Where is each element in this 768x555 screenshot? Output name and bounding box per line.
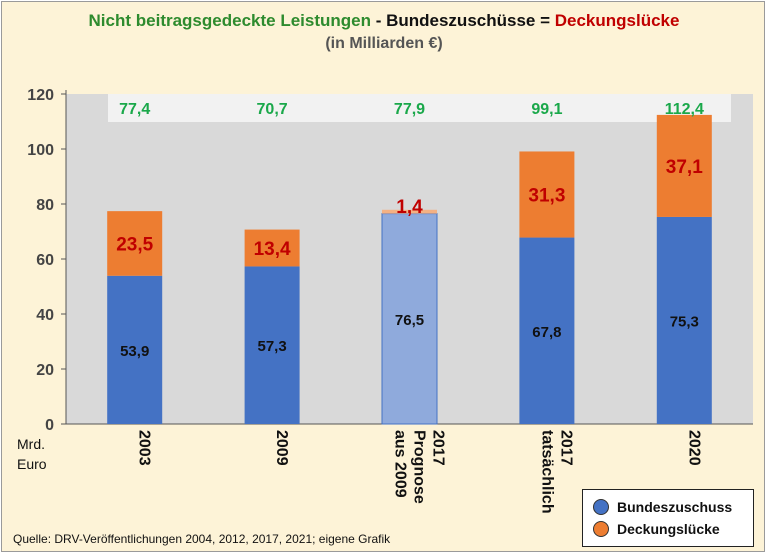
- title-operator-minus: -: [370, 11, 387, 30]
- legend-item-bundeszuschuss: Bundeszuschuss: [593, 499, 732, 515]
- legend-swatch-bundeszuschuss: [593, 499, 609, 515]
- data-label-deckungsluecke: 13,4: [254, 239, 291, 260]
- data-label-bundeszuschuss: 75,3: [670, 313, 699, 330]
- title-part-zuschuesse: Bundeszuschüsse: [386, 11, 536, 30]
- x-tick-label: 2003: [136, 430, 153, 466]
- chart-title: Nicht beitragsgedeckte Leistungen - Bund…: [2, 11, 766, 31]
- legend-label-bundeszuschuss: Bundeszuschuss: [617, 499, 733, 515]
- y-tick-label: 60: [36, 252, 54, 269]
- bar-deckungsluecke: [382, 209, 437, 214]
- x-tick-label-line: 2009: [273, 430, 290, 466]
- bar-bundeszuschuss: [107, 275, 163, 424]
- y-unit-label: Mrd. Euro: [17, 434, 47, 474]
- bar-bundeszuschuss: [656, 216, 712, 424]
- y-tick-label: 20: [36, 362, 54, 379]
- total-label: 112,4: [665, 101, 704, 118]
- x-tick-label: 2020: [685, 430, 702, 466]
- total-label: 99,1: [531, 101, 562, 118]
- legend-swatch-deckungsluecke: [593, 521, 609, 537]
- title-operator-equals: =: [535, 11, 555, 30]
- data-label-deckungsluecke: 31,3: [528, 186, 565, 207]
- y-tick-label: 100: [27, 142, 54, 159]
- x-tick-label-line: Prognose: [411, 430, 428, 504]
- legend-label-deckungsluecke: Deckungslücke: [617, 521, 720, 537]
- x-tick-label-line: 2017: [557, 430, 574, 466]
- x-tick-label-line: 2017: [430, 430, 447, 466]
- chart-subtitle: (in Milliarden €): [325, 35, 443, 52]
- y-tick-label: 120: [27, 87, 54, 104]
- x-tick-label-line: tatsächlich: [538, 430, 555, 514]
- data-label-bundeszuschuss: 76,5: [395, 312, 424, 329]
- x-tick-label-line: 2020: [685, 430, 702, 466]
- bar-deckungsluecke: [244, 229, 300, 267]
- y-unit-line1: Mrd.: [17, 436, 45, 452]
- source-note: Quelle: DRV-Veröffentlichungen 2004, 201…: [13, 532, 391, 546]
- bar-bundeszuschuss: [381, 213, 438, 425]
- y-tick-label: 0: [45, 417, 54, 434]
- data-label-bundeszuschuss: 53,9: [120, 343, 149, 360]
- data-label-deckungsluecke: 1,4: [396, 197, 423, 218]
- title-part-deckungsluecke: Deckungslücke: [554, 11, 680, 30]
- bar-deckungsluecke: [107, 211, 163, 276]
- totals-band: [108, 94, 731, 122]
- bar-deckungsluecke: [656, 114, 712, 217]
- total-label: 77,9: [394, 101, 425, 118]
- data-label-bundeszuschuss: 67,8: [532, 324, 561, 341]
- y-unit-line2: Euro: [17, 456, 47, 472]
- data-label-bundeszuschuss: 57,3: [257, 338, 286, 355]
- y-tick-label: 40: [36, 307, 54, 324]
- y-tick-label: 80: [36, 197, 54, 214]
- total-label: 77,4: [119, 101, 150, 118]
- bar-bundeszuschuss: [519, 237, 575, 424]
- legend-item-deckungsluecke: Deckungslücke: [593, 521, 720, 537]
- bar-deckungsluecke: [519, 151, 575, 238]
- data-label-deckungsluecke: 23,5: [116, 234, 153, 255]
- title-part-leistungen: Nicht beitragsgedeckte Leistungen: [88, 11, 371, 30]
- bar-bundeszuschuss: [244, 266, 300, 424]
- x-tick-label: 2009: [273, 430, 290, 466]
- chart-legend: Bundeszuschuss Deckungslücke: [582, 489, 754, 547]
- x-tick-label-line: aus 2009: [392, 430, 409, 498]
- total-label: 70,7: [257, 101, 288, 118]
- x-tick-label-line: 2003: [136, 430, 153, 466]
- data-label-deckungsluecke: 37,1: [666, 157, 703, 178]
